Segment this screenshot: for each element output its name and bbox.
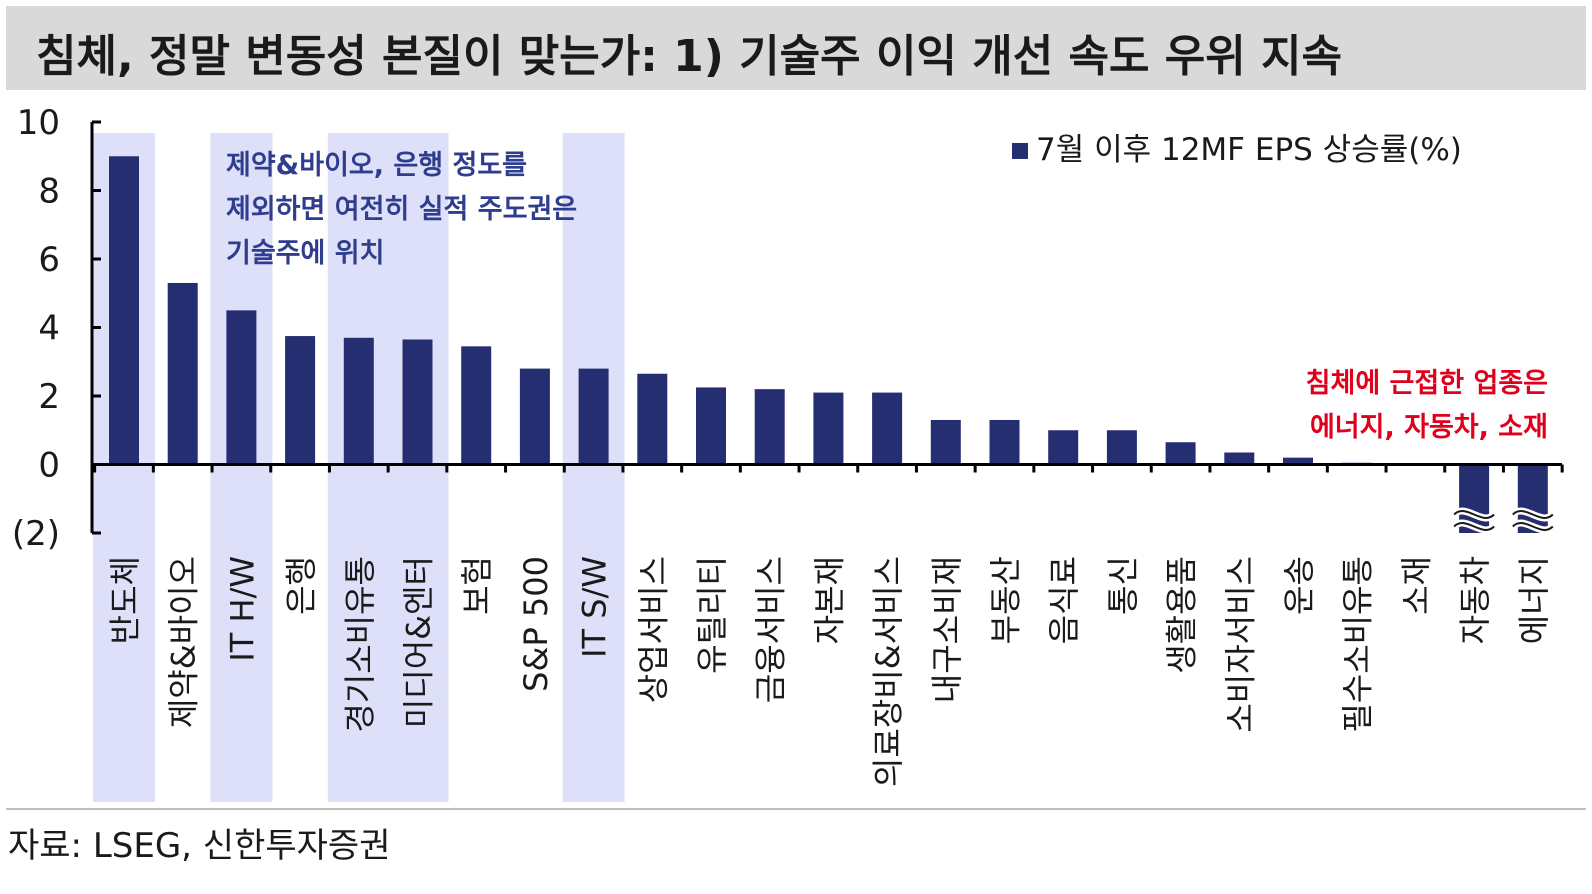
bar-17 — [1048, 430, 1079, 465]
x-tick-label: 보험 — [458, 556, 496, 615]
x-tick-label: 부동산 — [987, 556, 1025, 644]
x-tick-label: 미디어&엔터 — [400, 556, 438, 728]
y-tick-label: 0 — [38, 446, 60, 486]
y-tick-label: 6 — [38, 240, 60, 280]
legend-swatch — [1012, 143, 1028, 159]
highlight-band — [210, 133, 273, 802]
bar-14 — [872, 392, 903, 465]
x-tick-label: 자동차 — [1456, 556, 1494, 644]
annotation-red-line: 침체에 근접한 업종은 — [1306, 368, 1548, 399]
y-tick-label: (2) — [12, 514, 60, 554]
bar-5 — [343, 337, 374, 465]
x-tick-label: 내구소비재 — [928, 556, 966, 703]
x-tick-label: 반도체 — [106, 556, 144, 644]
bar-7 — [461, 346, 492, 465]
title-bar: 침체, 정말 변동성 본질이 맞는가: 1) 기술주 이익 개선 속도 우위 지… — [6, 6, 1586, 90]
y-tick-label: 2 — [38, 377, 60, 417]
axis-break-outline — [1512, 510, 1554, 519]
bar-19 — [1165, 442, 1196, 465]
bar-2 — [167, 282, 198, 465]
bar-1 — [109, 156, 139, 465]
x-tick-label: 음식료 — [1045, 556, 1083, 644]
x-tick-label: 소비자서비스 — [1221, 556, 1259, 733]
x-tick-label: 은행 — [282, 556, 320, 615]
axis-break-outline — [1453, 510, 1495, 519]
x-tick-label: 상업서비스 — [634, 556, 672, 703]
x-tick-label: 경기소비유통 — [341, 556, 379, 733]
x-tick-label: 통신 — [1104, 556, 1142, 615]
annotation-blue-line: 기술주에 위치 — [226, 238, 384, 269]
source-note: 자료: LSEG, 신한투자증권 — [8, 826, 391, 866]
source-divider — [6, 808, 1586, 810]
highlight-band — [562, 133, 625, 802]
bar-10 — [637, 373, 668, 465]
x-tick-label: 운송 — [1280, 556, 1318, 615]
page-title: 침체, 정말 변동성 본질이 맞는가: 1) 기술주 이익 개선 속도 우위 지… — [36, 31, 1343, 82]
annotation-red-line: 에너지, 자동차, 소재 — [1310, 412, 1548, 443]
bar-20 — [1224, 452, 1255, 465]
bar-18 — [1106, 430, 1137, 465]
legend-label: 7월 이후 12MF EPS 상승률(%) — [1036, 132, 1462, 168]
x-tick-label: 자본재 — [810, 556, 848, 644]
bar-21 — [1283, 457, 1313, 465]
x-tick-label: 유틸리티 — [693, 556, 731, 674]
x-tick-label: IT H/W — [223, 556, 261, 662]
x-tick-label: 소재 — [1397, 556, 1435, 615]
axis-break-outline — [1512, 522, 1554, 531]
y-tick-label: 4 — [38, 309, 60, 349]
x-tick-label: 의료장비&서비스 — [869, 556, 907, 787]
bar-12 — [754, 389, 785, 465]
bar-11 — [696, 387, 726, 465]
x-tick-label: IT S/W — [576, 556, 614, 658]
x-tick-label: S&P 500 — [517, 556, 555, 692]
annotation-blue-line: 제약&바이오, 은행 정도를 — [226, 150, 527, 181]
y-tick-label: 8 — [38, 172, 60, 212]
bar-15 — [930, 419, 961, 465]
bar-4 — [285, 336, 316, 465]
x-tick-label: 금융서비스 — [752, 556, 790, 703]
bar-13 — [813, 392, 844, 465]
x-tick-label: 에너지 — [1515, 556, 1553, 644]
x-tick-label: 생활용품 — [1163, 556, 1201, 674]
bar-6 — [402, 339, 433, 465]
highlight-band — [386, 133, 449, 802]
y-tick-label: 10 — [17, 103, 60, 143]
bar-8 — [519, 368, 550, 465]
annotation-blue-line: 제외하면 여전히 실적 주도권은 — [226, 194, 577, 225]
x-tick-label: 필수소비유통 — [1339, 556, 1377, 733]
axis-break-outline — [1453, 522, 1495, 531]
bar-9 — [578, 368, 609, 465]
bar-3 — [226, 310, 257, 465]
x-tick-label: 제약&바이오 — [165, 556, 203, 728]
bar-16 — [989, 419, 1020, 465]
highlight-band — [327, 133, 390, 802]
